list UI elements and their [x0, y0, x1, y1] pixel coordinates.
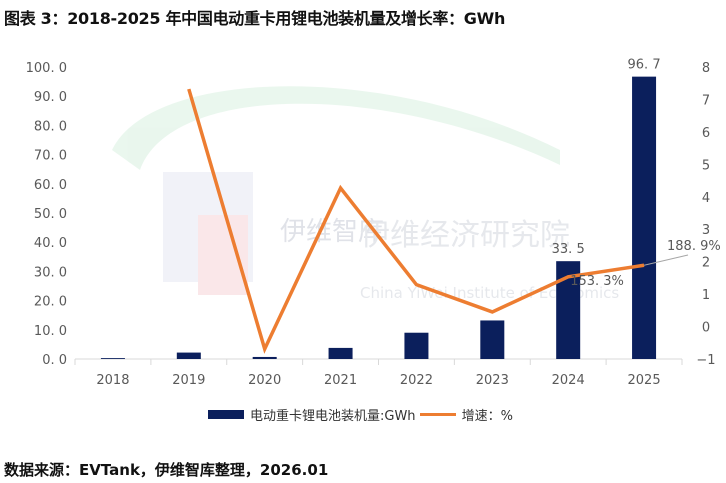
x-tick-label: 2018	[96, 373, 129, 388]
bar-2025	[632, 76, 657, 360]
x-tick-label: 2021	[324, 373, 357, 388]
left-y-tick-label: 20. 0	[34, 295, 67, 310]
legend-bar-swatch	[208, 410, 244, 419]
bar-2023	[480, 320, 505, 359]
left-y-tick-label: 0. 0	[42, 353, 67, 368]
right-y-tick-label: 4	[702, 191, 710, 206]
left-y-tick-label: 60. 0	[34, 178, 67, 193]
chart-title: 图表 3：2018-2025 年中国电动重卡用锂电池装机量及增长率：GWh	[4, 9, 506, 28]
legend-line-swatch	[419, 413, 456, 416]
bar-value-label: 33. 5	[552, 242, 585, 257]
left-y-tick-label: 50. 0	[34, 207, 67, 222]
data-source: 数据来源：EVTank，伊维智库整理，2026.01	[4, 461, 329, 479]
x-tick-label: 2024	[552, 373, 585, 388]
bar-2019	[176, 352, 201, 359]
right-y-tick-label: 6	[702, 126, 710, 141]
right-y-tick-label: 0	[702, 321, 710, 336]
left-y-tick-label: 40. 0	[34, 236, 67, 251]
bar-2021	[328, 347, 353, 359]
legend-bar-label: 电动重卡锂电池装机量:GWh	[250, 409, 416, 424]
x-tick-label: 2019	[172, 373, 205, 388]
left-y-tick-label: 90. 0	[34, 90, 67, 105]
line-value-label: 188. 9%	[667, 239, 721, 254]
bar-2022	[404, 332, 429, 359]
right-y-tick-label: 2	[702, 256, 710, 271]
left-y-tick-label: 70. 0	[34, 149, 67, 164]
legend-line-label: 增速：%	[461, 409, 513, 424]
bar-2020	[252, 356, 277, 359]
left-y-tick-label: 80. 0	[34, 119, 67, 134]
bar-2018	[100, 358, 125, 359]
right-y-tick-label: 3	[702, 223, 710, 238]
watermark-cn: 伊维经济研究院	[360, 218, 570, 253]
right-y-tick-label: 5	[702, 158, 710, 173]
growth-line	[187, 88, 645, 354]
right-y-tick-label: 8	[702, 61, 710, 76]
x-tick-label: 2023	[476, 373, 509, 388]
legend: 电动重卡锂电池装机量:GWh 增速：%	[208, 405, 513, 424]
right-y-tick-label: 1	[702, 288, 710, 303]
x-tick-label: 2025	[628, 373, 661, 388]
line-value-label: 153. 3%	[570, 274, 624, 289]
bar-value-label: 96. 7	[628, 58, 661, 73]
x-tick-label: 2020	[248, 373, 281, 388]
left-y-tick-label: 100. 0	[26, 61, 67, 76]
watermark: 伊维智库 伊维经济研究院 China YiWei Institute of Ec…	[112, 86, 619, 302]
left-y-tick-label: 30. 0	[34, 265, 67, 280]
right-y-tick-label: 7	[702, 93, 710, 108]
left-y-tick-label: 10. 0	[34, 324, 67, 339]
x-tick-label: 2022	[400, 373, 433, 388]
chart-area: 伊维智库 伊维经济研究院 China YiWei Institute of Ec…	[26, 58, 721, 388]
right-y-tick-label: −1	[696, 353, 715, 368]
